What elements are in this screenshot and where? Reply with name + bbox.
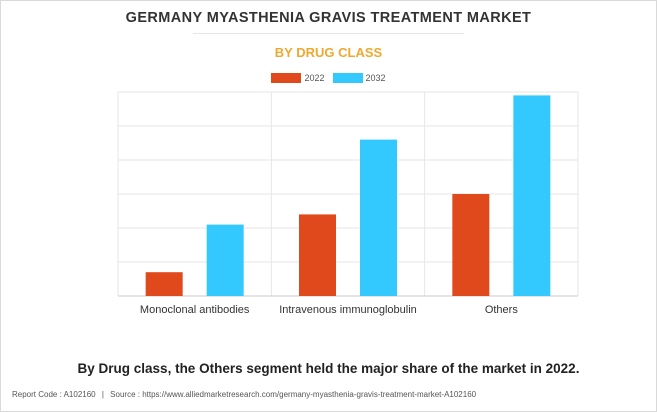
x-tick-label: Others bbox=[485, 304, 519, 316]
bar-2022-monoclonal-antibodies[interactable] bbox=[145, 272, 183, 296]
chart-legend: 2022 2032 bbox=[0, 73, 657, 83]
legend-swatch-2032 bbox=[332, 73, 363, 83]
bar-2022-others[interactable] bbox=[452, 194, 490, 296]
chart-caption: By Drug class, the Others segment held t… bbox=[77, 361, 580, 376]
bar-2022-intravenous-immunoglobulin[interactable] bbox=[299, 214, 336, 296]
report-footer: Report Code : A102160 | Source : https:/… bbox=[12, 390, 476, 399]
chart-title: GERMANY MYASTHENIA GRAVIS TREATMENT MARK… bbox=[125, 10, 532, 26]
legend-item-2032[interactable]: 2032 bbox=[332, 73, 386, 83]
chart-subtitle: BY DRUG CLASS bbox=[274, 45, 383, 60]
legend-swatch-2022 bbox=[271, 73, 302, 83]
title-divider bbox=[193, 33, 464, 34]
source-link[interactable]: Source : https://www.alliedmarketresearc… bbox=[110, 390, 477, 399]
x-tick-label: Monoclonal antibodies bbox=[140, 304, 250, 316]
report-code: Report Code : A102160 bbox=[12, 390, 96, 399]
x-tick-label: Intravenous immunoglobulin bbox=[279, 304, 417, 316]
legend-label-2022: 2022 bbox=[304, 73, 325, 83]
bar-2032-intravenous-immunoglobulin[interactable] bbox=[360, 139, 397, 296]
bar-2032-others[interactable] bbox=[513, 95, 551, 297]
legend-label-2032: 2032 bbox=[365, 73, 386, 83]
footer-separator: | bbox=[101, 390, 104, 399]
legend-item-2022[interactable]: 2022 bbox=[271, 73, 325, 83]
bar-2032-monoclonal-antibodies[interactable] bbox=[206, 224, 244, 296]
